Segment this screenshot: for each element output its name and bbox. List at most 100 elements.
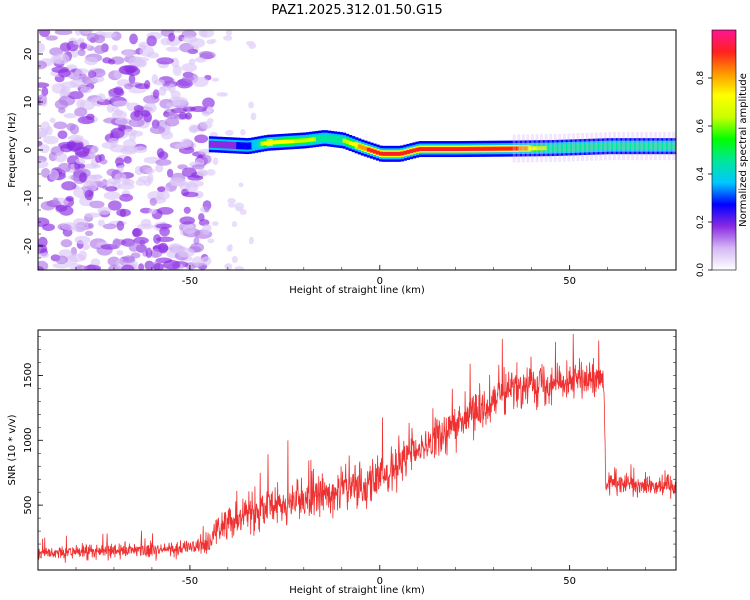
noise-blob [114, 109, 124, 116]
track-halo [567, 133, 571, 162]
noise-blob [156, 57, 174, 65]
colorbar-tick-label: 0.4 [696, 167, 706, 182]
track-halo [576, 133, 580, 162]
track-segment [224, 141, 228, 149]
track-segment [673, 142, 676, 150]
track-segment [412, 148, 417, 153]
noise-blob [149, 125, 165, 135]
track-segment [579, 143, 584, 151]
noise-blob [192, 256, 205, 267]
track-halo [530, 134, 534, 163]
noise-blob [238, 182, 244, 188]
track-segment [211, 140, 216, 148]
track-segment [397, 151, 401, 156]
noise-blob [52, 262, 71, 269]
noise-blob [85, 180, 95, 186]
track-segment [287, 139, 292, 144]
noise-blob [165, 102, 177, 108]
noise-blob [138, 41, 150, 48]
track-segment [655, 142, 660, 150]
track-segment [275, 140, 280, 145]
noise-blob [212, 157, 219, 166]
noise-blob [40, 200, 56, 211]
noise-blob [194, 134, 209, 144]
track-halo [663, 132, 667, 161]
noise-blob [102, 223, 117, 230]
noise-blob [93, 34, 106, 44]
noise-blob [188, 126, 200, 132]
noise-blob [128, 118, 145, 128]
track-segment [403, 150, 407, 155]
track-segment [427, 147, 432, 152]
noise-blob [53, 121, 68, 130]
noise-blob [159, 226, 170, 237]
noise-blob [190, 106, 207, 113]
noise-blob [202, 97, 215, 109]
noise-blob [110, 127, 125, 139]
noise-blob [211, 221, 219, 227]
track-segment [497, 146, 502, 151]
track-segment [424, 147, 429, 152]
noise-blob [250, 112, 257, 121]
noise-blob [207, 224, 212, 232]
track-halo [540, 134, 544, 163]
track-segment [488, 146, 493, 151]
noise-blob [61, 181, 77, 191]
noise-blob [122, 49, 135, 57]
track-halo [608, 132, 612, 161]
y-tick-label: 500 [23, 496, 34, 515]
noise-blob [135, 83, 150, 90]
noise-blob [79, 42, 88, 50]
noise-blob [51, 66, 69, 74]
noise-blob [54, 152, 68, 163]
track-segment [278, 139, 283, 144]
noise-blob [211, 77, 220, 82]
noise-blob [41, 86, 49, 97]
track-segment [540, 146, 544, 151]
noise-blob [153, 79, 166, 86]
noise-blob [91, 145, 99, 154]
noise-blob [118, 182, 135, 190]
noise-blob [181, 36, 198, 43]
noise-blob [166, 46, 180, 52]
track-segment [448, 147, 453, 152]
track-segment [272, 140, 277, 145]
noise-blob [180, 138, 192, 148]
track-segment [242, 142, 246, 150]
noise-blob [202, 154, 212, 164]
track-segment [309, 137, 313, 142]
noise-blob [160, 37, 171, 46]
noise-blob [52, 197, 59, 207]
track-halo [517, 134, 521, 163]
top-x-axis-label: Height of straight line (km) [289, 285, 425, 296]
noise-blob [158, 242, 169, 254]
track-segment [333, 135, 338, 143]
noise-blob [106, 168, 118, 177]
signal-track [208, 130, 676, 163]
colorbar-tick-label: 0.0 [696, 263, 706, 278]
noise-blob [181, 62, 197, 73]
track-segment [461, 146, 465, 151]
track-segment [436, 147, 441, 152]
noise-blob [75, 151, 89, 158]
track-segment [603, 142, 608, 150]
track-halo [672, 132, 676, 161]
track-segment [357, 144, 362, 149]
track-segment [354, 143, 359, 148]
x-tick-label: 50 [563, 276, 576, 287]
track-segment [430, 147, 435, 152]
track-segment [467, 146, 471, 151]
track-segment [485, 146, 489, 151]
track-segment [218, 141, 222, 149]
track-segment [254, 141, 259, 149]
track-segment [281, 139, 286, 144]
noise-blob [58, 107, 66, 114]
noise-blob [75, 68, 89, 75]
noise-blob [38, 266, 45, 270]
noise-blob [60, 86, 71, 97]
track-segment [652, 142, 657, 150]
noise-blob [179, 216, 196, 225]
noise-blob [137, 223, 154, 230]
noise-blob [191, 164, 205, 170]
noise-blob [38, 252, 50, 259]
